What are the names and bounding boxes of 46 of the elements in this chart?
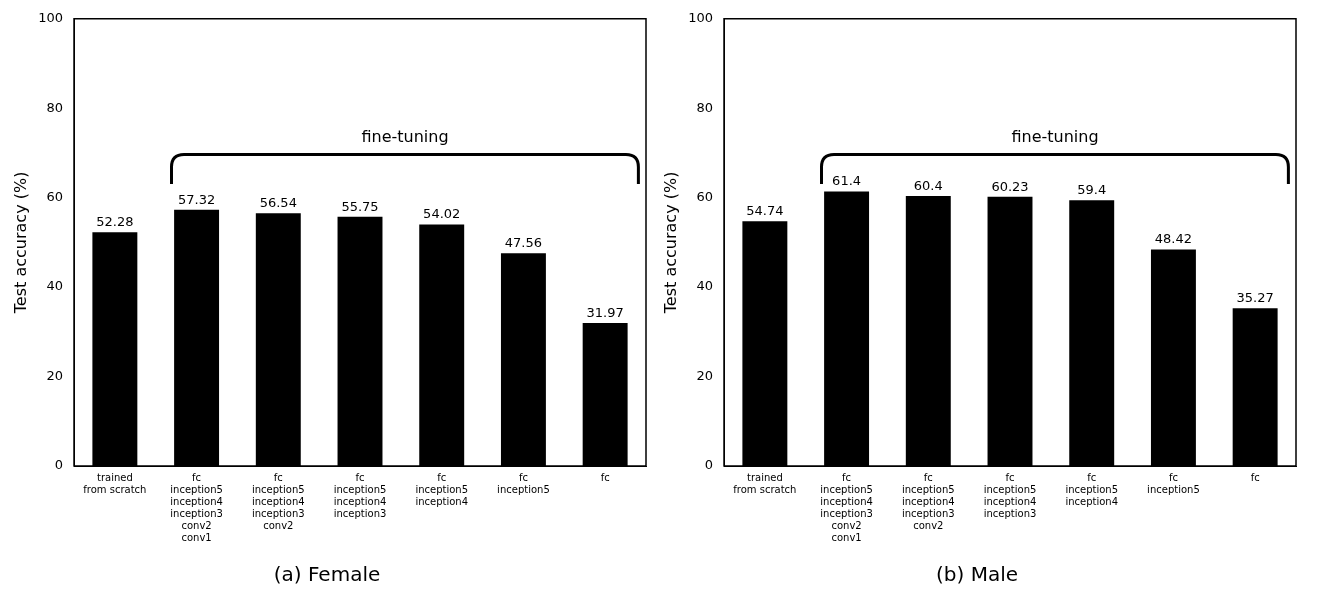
y-tick-label: 0 bbox=[54, 457, 64, 473]
x-tick-label: fc inception5 inception4 inception3 conv2 conv1 bbox=[170, 471, 223, 543]
x-tick-label: trained from scratch bbox=[83, 471, 147, 495]
y-axis-title: Test accuracy (%) bbox=[660, 171, 680, 315]
y-tick-label: 100 bbox=[688, 10, 714, 26]
x-tick-label: fc inception5 bbox=[497, 471, 550, 495]
data-label: 56.54 bbox=[259, 195, 297, 211]
x-tick-label: fc bbox=[600, 471, 610, 483]
x-tick-label: fc inception5 inception4 bbox=[1065, 471, 1119, 507]
data-label: 47.56 bbox=[504, 235, 543, 251]
x-tick-label: fc inception5 bbox=[1147, 471, 1200, 495]
y-tick-label: 60 bbox=[696, 189, 714, 205]
data-label: 55.75 bbox=[341, 198, 379, 214]
y-tick-label: 60 bbox=[46, 189, 64, 205]
y-tick-label: 40 bbox=[46, 278, 64, 294]
data-label: 60.23 bbox=[991, 178, 1029, 194]
data-label: 35.27 bbox=[1236, 290, 1274, 306]
text: (a) Female bbox=[273, 562, 381, 587]
data-label: 31.97 bbox=[586, 304, 624, 320]
y-tick-label: 80 bbox=[46, 99, 64, 115]
text: (b) Male bbox=[935, 562, 1019, 587]
y-axis-title: Test accuracy (%) bbox=[10, 171, 30, 315]
data-label: 54.74 bbox=[746, 203, 784, 219]
annotation: fine-tuning bbox=[1010, 126, 1100, 146]
x-tick-label: fc inception5 inception4 inception3 conv2 conv1 bbox=[820, 471, 873, 543]
x-tick-label: fc inception5 inception4 inception3 bbox=[983, 471, 1037, 519]
x-tick-label: fc inception5 inception4 bbox=[415, 471, 469, 507]
data-label: 57.32 bbox=[177, 191, 216, 207]
y-tick-label: 20 bbox=[696, 367, 714, 383]
x-tick-label: fc inception5 inception4 inception3 bbox=[333, 471, 387, 519]
data-label: 60.4 bbox=[913, 177, 943, 193]
x-tick-label: fc inception5 inception4 inception3 conv2 bbox=[251, 471, 305, 531]
annotation: fine-tuning bbox=[360, 126, 450, 146]
y-tick-label: 20 bbox=[46, 367, 64, 383]
y-tick-label: 0 bbox=[704, 457, 714, 473]
x-tick-label: fc inception5 inception4 inception3 conv2 bbox=[901, 471, 955, 531]
data-label: 54.02 bbox=[423, 206, 461, 222]
y-tick-label: 100 bbox=[38, 10, 64, 26]
y-tick-label: 40 bbox=[696, 278, 714, 294]
x-tick-label: fc bbox=[1250, 471, 1260, 483]
y-tick-label: 80 bbox=[696, 99, 714, 115]
data-label: 52.28 bbox=[96, 214, 134, 230]
x-tick-label: trained from scratch bbox=[733, 471, 797, 495]
data-label: 61.4 bbox=[832, 173, 862, 189]
data-label: 59.4 bbox=[1077, 182, 1107, 198]
data-label: 48.42 bbox=[1154, 231, 1193, 247]
